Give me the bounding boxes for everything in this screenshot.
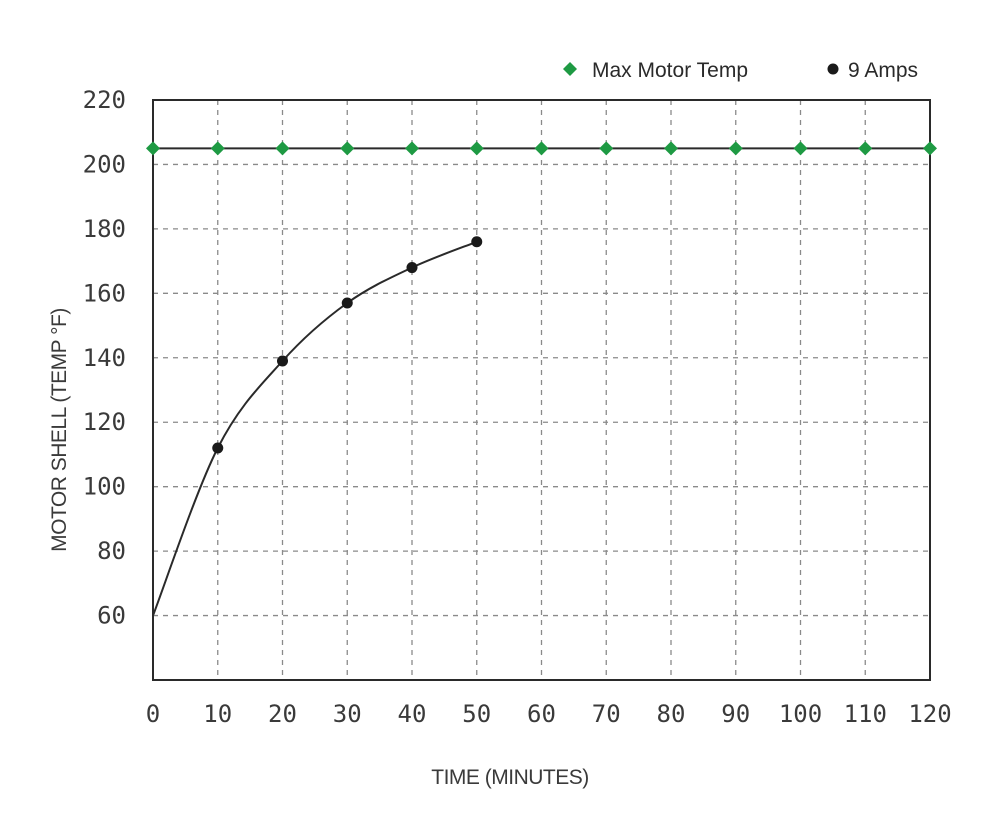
x-tick-label: 70 [592, 700, 621, 728]
max-motor-temp-point [275, 141, 290, 156]
y-tick-label: 100 [83, 473, 126, 501]
max-motor-temp-point [340, 141, 355, 156]
max-motor-temp-point [664, 141, 678, 156]
9-amps-point [277, 355, 288, 367]
9-amps-point [471, 236, 483, 248]
max-motor-temp-point [469, 141, 484, 156]
max-motor-temp-point [728, 141, 743, 156]
x-tick-label: 60 [527, 700, 556, 728]
x-tick-label: 20 [268, 700, 297, 728]
max-motor-temp-point [923, 141, 937, 156]
legend-label: 9 Amps [848, 59, 918, 82]
x-tick-label: 0 [146, 700, 160, 728]
legend-item-9-amps: 9 Amps [827, 59, 918, 82]
x-axis-title: TIME (MINUTES) [431, 766, 588, 789]
max-motor-temp-point [405, 141, 419, 156]
y-tick-label: 60 [97, 602, 126, 630]
legend-marker-circle [827, 63, 839, 75]
y-tick-label: 120 [83, 408, 126, 436]
x-tick-label: 120 [908, 700, 951, 728]
y-axis-title: MOTOR SHELL (TEMP °F) [48, 308, 71, 552]
max-motor-temp-point [858, 141, 873, 156]
max-motor-temp-point [534, 141, 549, 156]
y-tick-label: 200 [83, 150, 126, 178]
y-tick-label: 160 [83, 279, 126, 307]
x-tick-label: 90 [721, 700, 750, 728]
9-amps-point [212, 442, 224, 454]
legend: Max Motor Temp 9 Amps [563, 59, 918, 82]
y-tick-label: 80 [97, 537, 126, 565]
y-tick-label: 140 [83, 344, 126, 372]
grid [153, 100, 930, 680]
x-tick-label: 80 [657, 700, 686, 728]
x-tick-label: 40 [398, 700, 427, 728]
x-tick-label: 10 [203, 700, 232, 728]
9-amps-point [341, 297, 353, 309]
legend-item-max-motor-temp: Max Motor Temp [563, 59, 748, 82]
9-amps-point [406, 262, 418, 274]
max-motor-temp-point [146, 141, 160, 156]
legend-label: Max Motor Temp [592, 59, 748, 82]
x-tick-label: 30 [333, 700, 362, 728]
x-tick-label: 50 [462, 700, 491, 728]
max-motor-temp-point [210, 141, 225, 156]
x-tick-label: 100 [779, 700, 822, 728]
y-tick-label: 220 [83, 86, 126, 114]
plot-frame [152, 99, 931, 681]
series-line-9-amps [152, 240, 478, 616]
y-tick-label: 180 [83, 215, 126, 243]
x-axis-ticks: 0 10 20 30 40 50 60 70 80 90 100 110 120 [146, 700, 952, 728]
y-axis-ticks: 60 80 100 120 140 160 180 200 220 [83, 86, 126, 630]
legend-marker-diamond [563, 62, 577, 76]
max-motor-temp-point [599, 141, 614, 156]
x-tick-label: 110 [844, 700, 887, 728]
max-motor-temp-point [793, 141, 808, 156]
series-layer [146, 141, 937, 616]
